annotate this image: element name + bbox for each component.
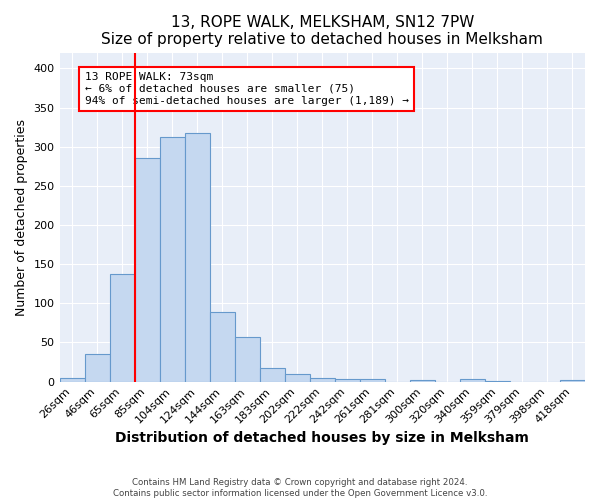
- Title: 13, ROPE WALK, MELKSHAM, SN12 7PW
Size of property relative to detached houses i: 13, ROPE WALK, MELKSHAM, SN12 7PW Size o…: [101, 15, 543, 48]
- Bar: [485, 381, 510, 382]
- Bar: [560, 380, 585, 382]
- Bar: [85, 354, 110, 382]
- Bar: [410, 380, 435, 382]
- Text: 13 ROPE WALK: 73sqm
← 6% of detached houses are smaller (75)
94% of semi-detache: 13 ROPE WALK: 73sqm ← 6% of detached hou…: [85, 72, 409, 106]
- Bar: [110, 274, 134, 382]
- Bar: [185, 132, 209, 382]
- X-axis label: Distribution of detached houses by size in Melksham: Distribution of detached houses by size …: [115, 431, 529, 445]
- Bar: [260, 368, 285, 382]
- Bar: [160, 136, 185, 382]
- Bar: [235, 337, 260, 382]
- Y-axis label: Number of detached properties: Number of detached properties: [15, 118, 28, 316]
- Bar: [335, 380, 360, 382]
- Bar: [360, 380, 385, 382]
- Bar: [59, 378, 85, 382]
- Bar: [134, 158, 160, 382]
- Bar: [310, 378, 335, 382]
- Bar: [209, 312, 235, 382]
- Bar: [285, 374, 310, 382]
- Text: Contains HM Land Registry data © Crown copyright and database right 2024.
Contai: Contains HM Land Registry data © Crown c…: [113, 478, 487, 498]
- Bar: [460, 380, 485, 382]
